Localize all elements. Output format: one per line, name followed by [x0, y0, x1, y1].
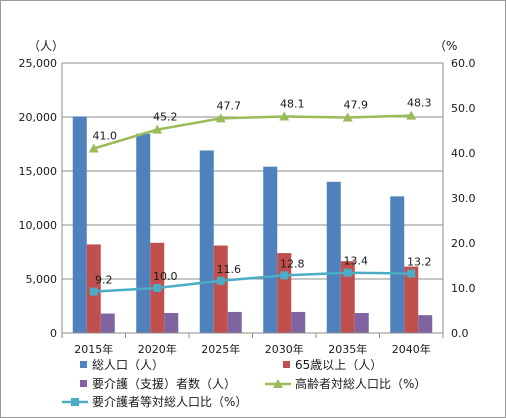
bar — [164, 313, 179, 333]
left-axis-tick-label: 15,000 — [19, 165, 58, 178]
right-axis-tick-label: 10.0 — [451, 282, 476, 295]
data-label: 11.6 — [217, 263, 242, 276]
bar — [227, 311, 242, 333]
square-marker — [407, 269, 416, 278]
bar — [340, 261, 355, 333]
triangle-marker — [279, 111, 290, 121]
bar — [199, 150, 214, 333]
gridlines — [62, 62, 443, 280]
right-axis-tick-label: 40.0 — [451, 147, 476, 160]
data-labels: 41.0 45.2 47.7 48.1 47.9 48.3 9.2 10.0 11.6 12.8 1… — [93, 97, 432, 287]
legend-label: 要介護（支援）者数（人） — [92, 376, 236, 391]
bar — [213, 245, 228, 333]
triangle-marker — [342, 112, 353, 122]
triangle-marker — [406, 110, 417, 120]
legend-item: 65歳以上（人） — [283, 358, 382, 372]
triangle-marker — [88, 143, 99, 153]
square-marker — [89, 287, 98, 296]
bar — [263, 166, 278, 333]
right-axis-unit-label: （% — [434, 39, 457, 53]
right-axis-tick-label: 30.0 — [451, 192, 476, 205]
bar-series — [72, 116, 433, 334]
left-axis-unit-label: （人） — [28, 39, 64, 53]
left-axis-tick-label: 20,000 — [19, 111, 58, 124]
data-label: 48.3 — [407, 97, 432, 110]
x-axis-tick-label: 2025年 — [201, 342, 240, 356]
bar — [291, 311, 306, 333]
square-marker — [153, 284, 162, 292]
line-series — [88, 110, 417, 296]
data-label: 45.2 — [153, 111, 178, 124]
legend-item: 要介護者等対総人口比（%） — [62, 394, 247, 409]
legend-item: 高齢者対総人口比（%） — [265, 376, 426, 391]
x-axis-tick-label: 2030年 — [265, 342, 304, 356]
legend-square-marker — [71, 398, 79, 406]
data-label: 41.0 — [93, 130, 118, 143]
x-axis-tick-label: 2020年 — [138, 342, 177, 356]
legend: 総人口（人） 65歳以上（人） 要介護（支援）者数（人） 高齢者対総人口比（%） 要介護… — [62, 358, 426, 409]
legend-label: 要介護者等対総人口比（%） — [92, 394, 247, 409]
series-line — [93, 271, 412, 293]
legend-swatch — [80, 380, 87, 387]
x-axis-tick-label: 2040年 — [392, 342, 431, 356]
right-axis-tick-label: 20.0 — [451, 237, 476, 250]
bar — [326, 181, 341, 333]
right-axis-tick-label: 50.0 — [451, 102, 476, 115]
right-axis-tick-label: 0.0 — [451, 327, 469, 340]
data-label: 47.9 — [344, 98, 369, 111]
data-label: 10.0 — [153, 270, 178, 283]
right-axis-tick-label: 60.0 — [451, 57, 476, 70]
legend-swatch — [283, 361, 290, 368]
data-label: 9.2 — [95, 274, 113, 287]
legend-label: 65歳以上（人） — [295, 358, 382, 372]
left-axis-tick-label: 25,000 — [19, 57, 58, 70]
triangle-marker — [152, 124, 163, 134]
series-line — [93, 114, 412, 150]
left-axis-tick-label: 5,000 — [26, 273, 58, 286]
data-label: 48.1 — [280, 98, 305, 111]
triangle-marker — [215, 113, 226, 123]
bar — [404, 266, 419, 333]
legend-item: 要介護（支援）者数（人） — [80, 376, 236, 391]
bar — [354, 313, 369, 333]
legend-swatch — [80, 361, 87, 368]
x-axis-tick-label: 2035年 — [328, 342, 367, 356]
square-marker — [216, 276, 225, 285]
data-label: 47.7 — [217, 99, 242, 112]
square-marker — [343, 268, 352, 277]
bar — [136, 133, 151, 333]
axes: 0 5,000 10,000 15,000 20,000 25,000 0.0 10.0 20.… — [19, 39, 476, 356]
left-axis-tick-label: 0 — [50, 327, 57, 340]
legend-label: 高齢者対総人口比（%） — [295, 376, 426, 391]
bar — [390, 196, 405, 333]
data-label: 13.2 — [407, 256, 432, 269]
left-axis-tick-label: 10,000 — [19, 219, 58, 232]
legend-label: 総人口（人） — [92, 358, 164, 372]
bar — [72, 116, 87, 334]
x-axis-tick-label: 2015年 — [74, 342, 113, 356]
data-label: 12.8 — [280, 257, 305, 270]
data-label: 13.4 — [344, 255, 369, 268]
square-marker — [280, 271, 289, 280]
legend-triangle-marker — [273, 379, 283, 388]
bar — [418, 315, 433, 333]
bar — [100, 313, 115, 333]
legend-item: 総人口（人） — [80, 358, 164, 372]
